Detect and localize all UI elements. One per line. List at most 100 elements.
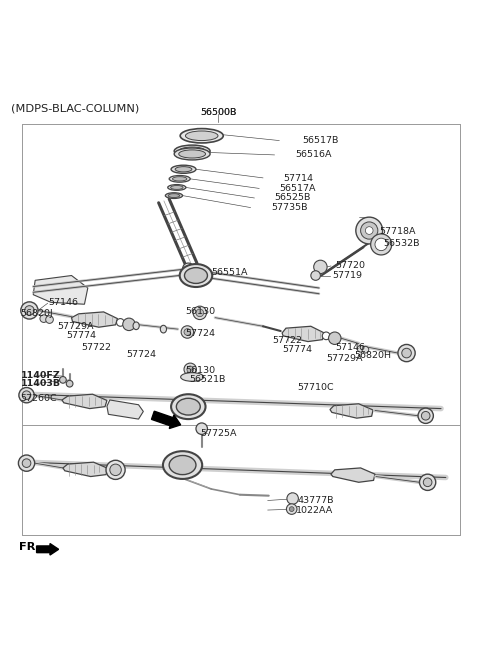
Text: 56517B: 56517B [302, 136, 338, 145]
Circle shape [40, 315, 48, 323]
Circle shape [184, 329, 191, 335]
Text: 56130: 56130 [185, 307, 215, 316]
Text: 56820H: 56820H [354, 351, 391, 361]
Ellipse shape [180, 264, 212, 287]
Text: 57710C: 57710C [298, 382, 334, 392]
Text: 1140FZ: 1140FZ [21, 371, 60, 380]
Text: 11403B: 11403B [21, 379, 61, 388]
Circle shape [66, 380, 73, 387]
Circle shape [287, 504, 297, 515]
Text: 57720: 57720 [336, 262, 366, 270]
Ellipse shape [179, 147, 205, 155]
Circle shape [193, 306, 206, 319]
Text: 57774: 57774 [282, 345, 312, 354]
FancyArrow shape [36, 544, 59, 555]
Text: (MDPS-BLAC-COLUMN): (MDPS-BLAC-COLUMN) [11, 103, 140, 114]
Text: 57724: 57724 [126, 349, 156, 359]
Circle shape [323, 332, 330, 340]
Circle shape [18, 455, 35, 471]
Circle shape [185, 266, 191, 272]
Ellipse shape [174, 148, 210, 160]
Circle shape [22, 459, 31, 467]
Text: 57146: 57146 [336, 343, 366, 352]
Ellipse shape [163, 451, 202, 479]
Polygon shape [107, 400, 144, 419]
Text: 56532B: 56532B [384, 239, 420, 248]
Text: 57774: 57774 [67, 331, 97, 341]
Polygon shape [330, 404, 373, 418]
Text: 56500B: 56500B [200, 108, 237, 118]
Circle shape [357, 345, 364, 352]
Text: 1022AA: 1022AA [296, 505, 333, 515]
Circle shape [46, 315, 53, 323]
Ellipse shape [179, 150, 205, 158]
Text: 56820J: 56820J [20, 309, 53, 318]
FancyArrow shape [152, 411, 180, 428]
Text: 56525B: 56525B [275, 193, 311, 203]
Text: 57719: 57719 [332, 271, 362, 280]
Text: 56500B: 56500B [200, 108, 237, 118]
Circle shape [371, 234, 392, 255]
Circle shape [421, 412, 430, 420]
Circle shape [423, 478, 432, 487]
Circle shape [22, 391, 31, 400]
Ellipse shape [169, 175, 190, 182]
Ellipse shape [180, 129, 223, 143]
Ellipse shape [175, 167, 192, 172]
Circle shape [289, 507, 294, 511]
Circle shape [375, 238, 387, 250]
Circle shape [21, 302, 38, 319]
Polygon shape [63, 462, 108, 477]
Polygon shape [331, 468, 375, 482]
Circle shape [181, 326, 193, 338]
Text: 57722: 57722 [81, 343, 111, 352]
Circle shape [196, 309, 204, 317]
Text: 56551A: 56551A [211, 268, 248, 277]
Circle shape [398, 345, 415, 362]
Polygon shape [72, 312, 118, 327]
Circle shape [110, 464, 121, 475]
Circle shape [311, 271, 321, 280]
Text: FR.: FR. [19, 542, 40, 552]
Ellipse shape [133, 322, 139, 329]
Ellipse shape [160, 325, 167, 333]
Text: 43777B: 43777B [298, 496, 334, 505]
Circle shape [196, 423, 207, 434]
Circle shape [356, 217, 383, 244]
Circle shape [287, 493, 299, 504]
Circle shape [187, 366, 193, 373]
Text: 57729A: 57729A [57, 322, 94, 331]
Circle shape [314, 260, 327, 274]
Circle shape [360, 222, 378, 239]
Ellipse shape [185, 131, 218, 141]
Text: 56521B: 56521B [190, 375, 226, 384]
Ellipse shape [184, 268, 207, 284]
Circle shape [418, 408, 433, 424]
Text: 57735B: 57735B [271, 203, 308, 212]
Circle shape [117, 319, 124, 326]
Ellipse shape [168, 194, 180, 197]
Ellipse shape [174, 145, 210, 157]
Ellipse shape [165, 193, 182, 199]
Circle shape [19, 388, 34, 403]
Circle shape [420, 474, 436, 491]
Polygon shape [282, 326, 324, 341]
Ellipse shape [168, 185, 186, 191]
Circle shape [123, 318, 135, 331]
Text: 57725A: 57725A [201, 429, 237, 438]
Circle shape [60, 376, 66, 383]
Text: 56517A: 56517A [279, 184, 316, 193]
Text: 56130: 56130 [185, 366, 215, 374]
Polygon shape [33, 276, 88, 304]
Ellipse shape [171, 165, 196, 173]
Circle shape [24, 305, 34, 315]
Ellipse shape [171, 394, 205, 419]
Text: 57146: 57146 [48, 298, 79, 307]
Circle shape [362, 347, 369, 353]
Circle shape [402, 349, 411, 358]
Ellipse shape [169, 456, 196, 475]
Circle shape [328, 332, 341, 345]
Text: 57724: 57724 [185, 329, 215, 339]
Circle shape [184, 363, 196, 376]
Circle shape [106, 460, 125, 479]
